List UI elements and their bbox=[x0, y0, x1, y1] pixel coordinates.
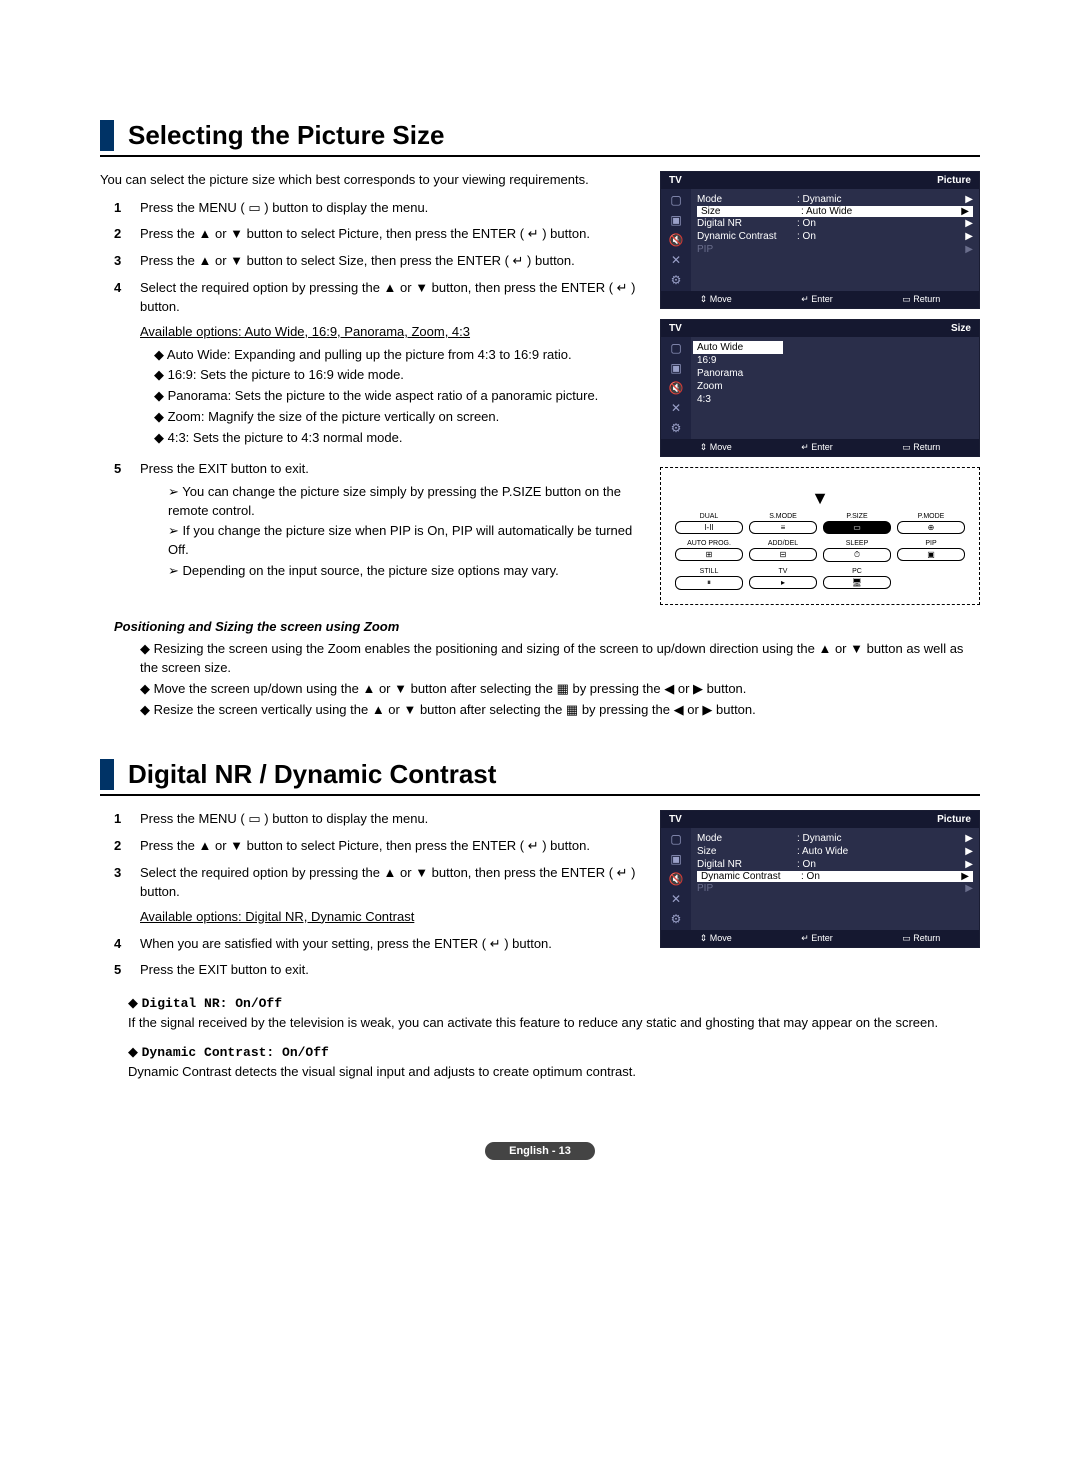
opt-auto-wide: Auto Wide: Expanding and pulling up the … bbox=[154, 346, 642, 365]
s1-step2: Press the ▲ or ▼ button to select Pictur… bbox=[140, 225, 642, 244]
zoom-item-3: Resize the screen vertically using the ▲… bbox=[140, 701, 980, 720]
feat-dcon: Dynamic Contrast: On/Off Dynamic Contras… bbox=[128, 1043, 980, 1082]
osd-picture-menu: TVPicture ▢▣🔇✕⚙ Mode: Dynamic▶ Size: Aut… bbox=[660, 171, 980, 309]
note-pip: If you change the picture size when PIP … bbox=[168, 522, 642, 560]
page-footer-badge: English - 13 bbox=[485, 1142, 595, 1160]
opt-43: 4:3: Sets the picture to 4:3 normal mode… bbox=[154, 429, 642, 448]
s2-step5: Press the EXIT button to exit. bbox=[140, 961, 642, 980]
zoom-item-1: Resizing the screen using the Zoom enabl… bbox=[140, 640, 980, 678]
s1-step3: Press the ▲ or ▼ button to select Size, … bbox=[140, 252, 642, 271]
note-psize: You can change the picture size simply b… bbox=[168, 483, 642, 521]
s2-step3: Select the required option by pressing t… bbox=[140, 864, 642, 927]
s2-step4: When you are satisfied with your setting… bbox=[140, 935, 642, 954]
s1-step5: Press the EXIT button to exit. You can c… bbox=[140, 460, 642, 585]
osd-picture-menu-2: TVPicture ▢▣🔇✕⚙ Mode: Dynamic▶ Size: Aut… bbox=[660, 810, 980, 948]
osd-size-menu: TVSize ▢▣🔇✕⚙ Auto Wide 16:9 Panorama Zoo… bbox=[660, 319, 980, 457]
section-1: Selecting the Picture Size You can selec… bbox=[100, 120, 980, 719]
remote-diagram: ▼ DUALI-II S.MODE≡ P.SIZE▭ P.MODE⊕ AUTO … bbox=[660, 467, 980, 605]
zoom-subhead: Positioning and Sizing the screen using … bbox=[114, 619, 980, 634]
title-rule-1 bbox=[100, 155, 980, 157]
title-rule-2 bbox=[100, 794, 980, 796]
s2-step2: Press the ▲ or ▼ button to select Pictur… bbox=[140, 837, 642, 856]
s2-step1: Press the MENU ( ▭ ) button to display t… bbox=[140, 810, 642, 829]
note-source: Depending on the input source, the pictu… bbox=[168, 562, 642, 581]
remote-arrow-icon: ▼ bbox=[675, 488, 965, 509]
s1-step1: Press the MENU ( ▭ ) button to display t… bbox=[140, 199, 642, 218]
opt-169: 16:9: Sets the picture to 16:9 wide mode… bbox=[154, 366, 642, 385]
s2-options-line: Available options: Digital NR, Dynamic C… bbox=[140, 908, 414, 927]
s1-step4: Select the required option by pressing t… bbox=[140, 279, 642, 452]
opt-panorama: Panorama: Sets the picture to the wide a… bbox=[154, 387, 642, 406]
section-2: Digital NR / Dynamic Contrast 1Press the… bbox=[100, 759, 980, 1081]
section1-intro: You can select the picture size which be… bbox=[100, 171, 642, 189]
section2-title: Digital NR / Dynamic Contrast bbox=[100, 759, 980, 790]
s1-options-line: Available options: Auto Wide, 16:9, Pano… bbox=[140, 323, 470, 342]
zoom-item-2: Move the screen up/down using the ▲ or ▼… bbox=[140, 680, 980, 699]
opt-zoom: Zoom: Magnify the size of the picture ve… bbox=[154, 408, 642, 427]
feat-dnr: Digital NR: On/Off If the signal receive… bbox=[128, 994, 980, 1033]
section1-title: Selecting the Picture Size bbox=[100, 120, 980, 151]
